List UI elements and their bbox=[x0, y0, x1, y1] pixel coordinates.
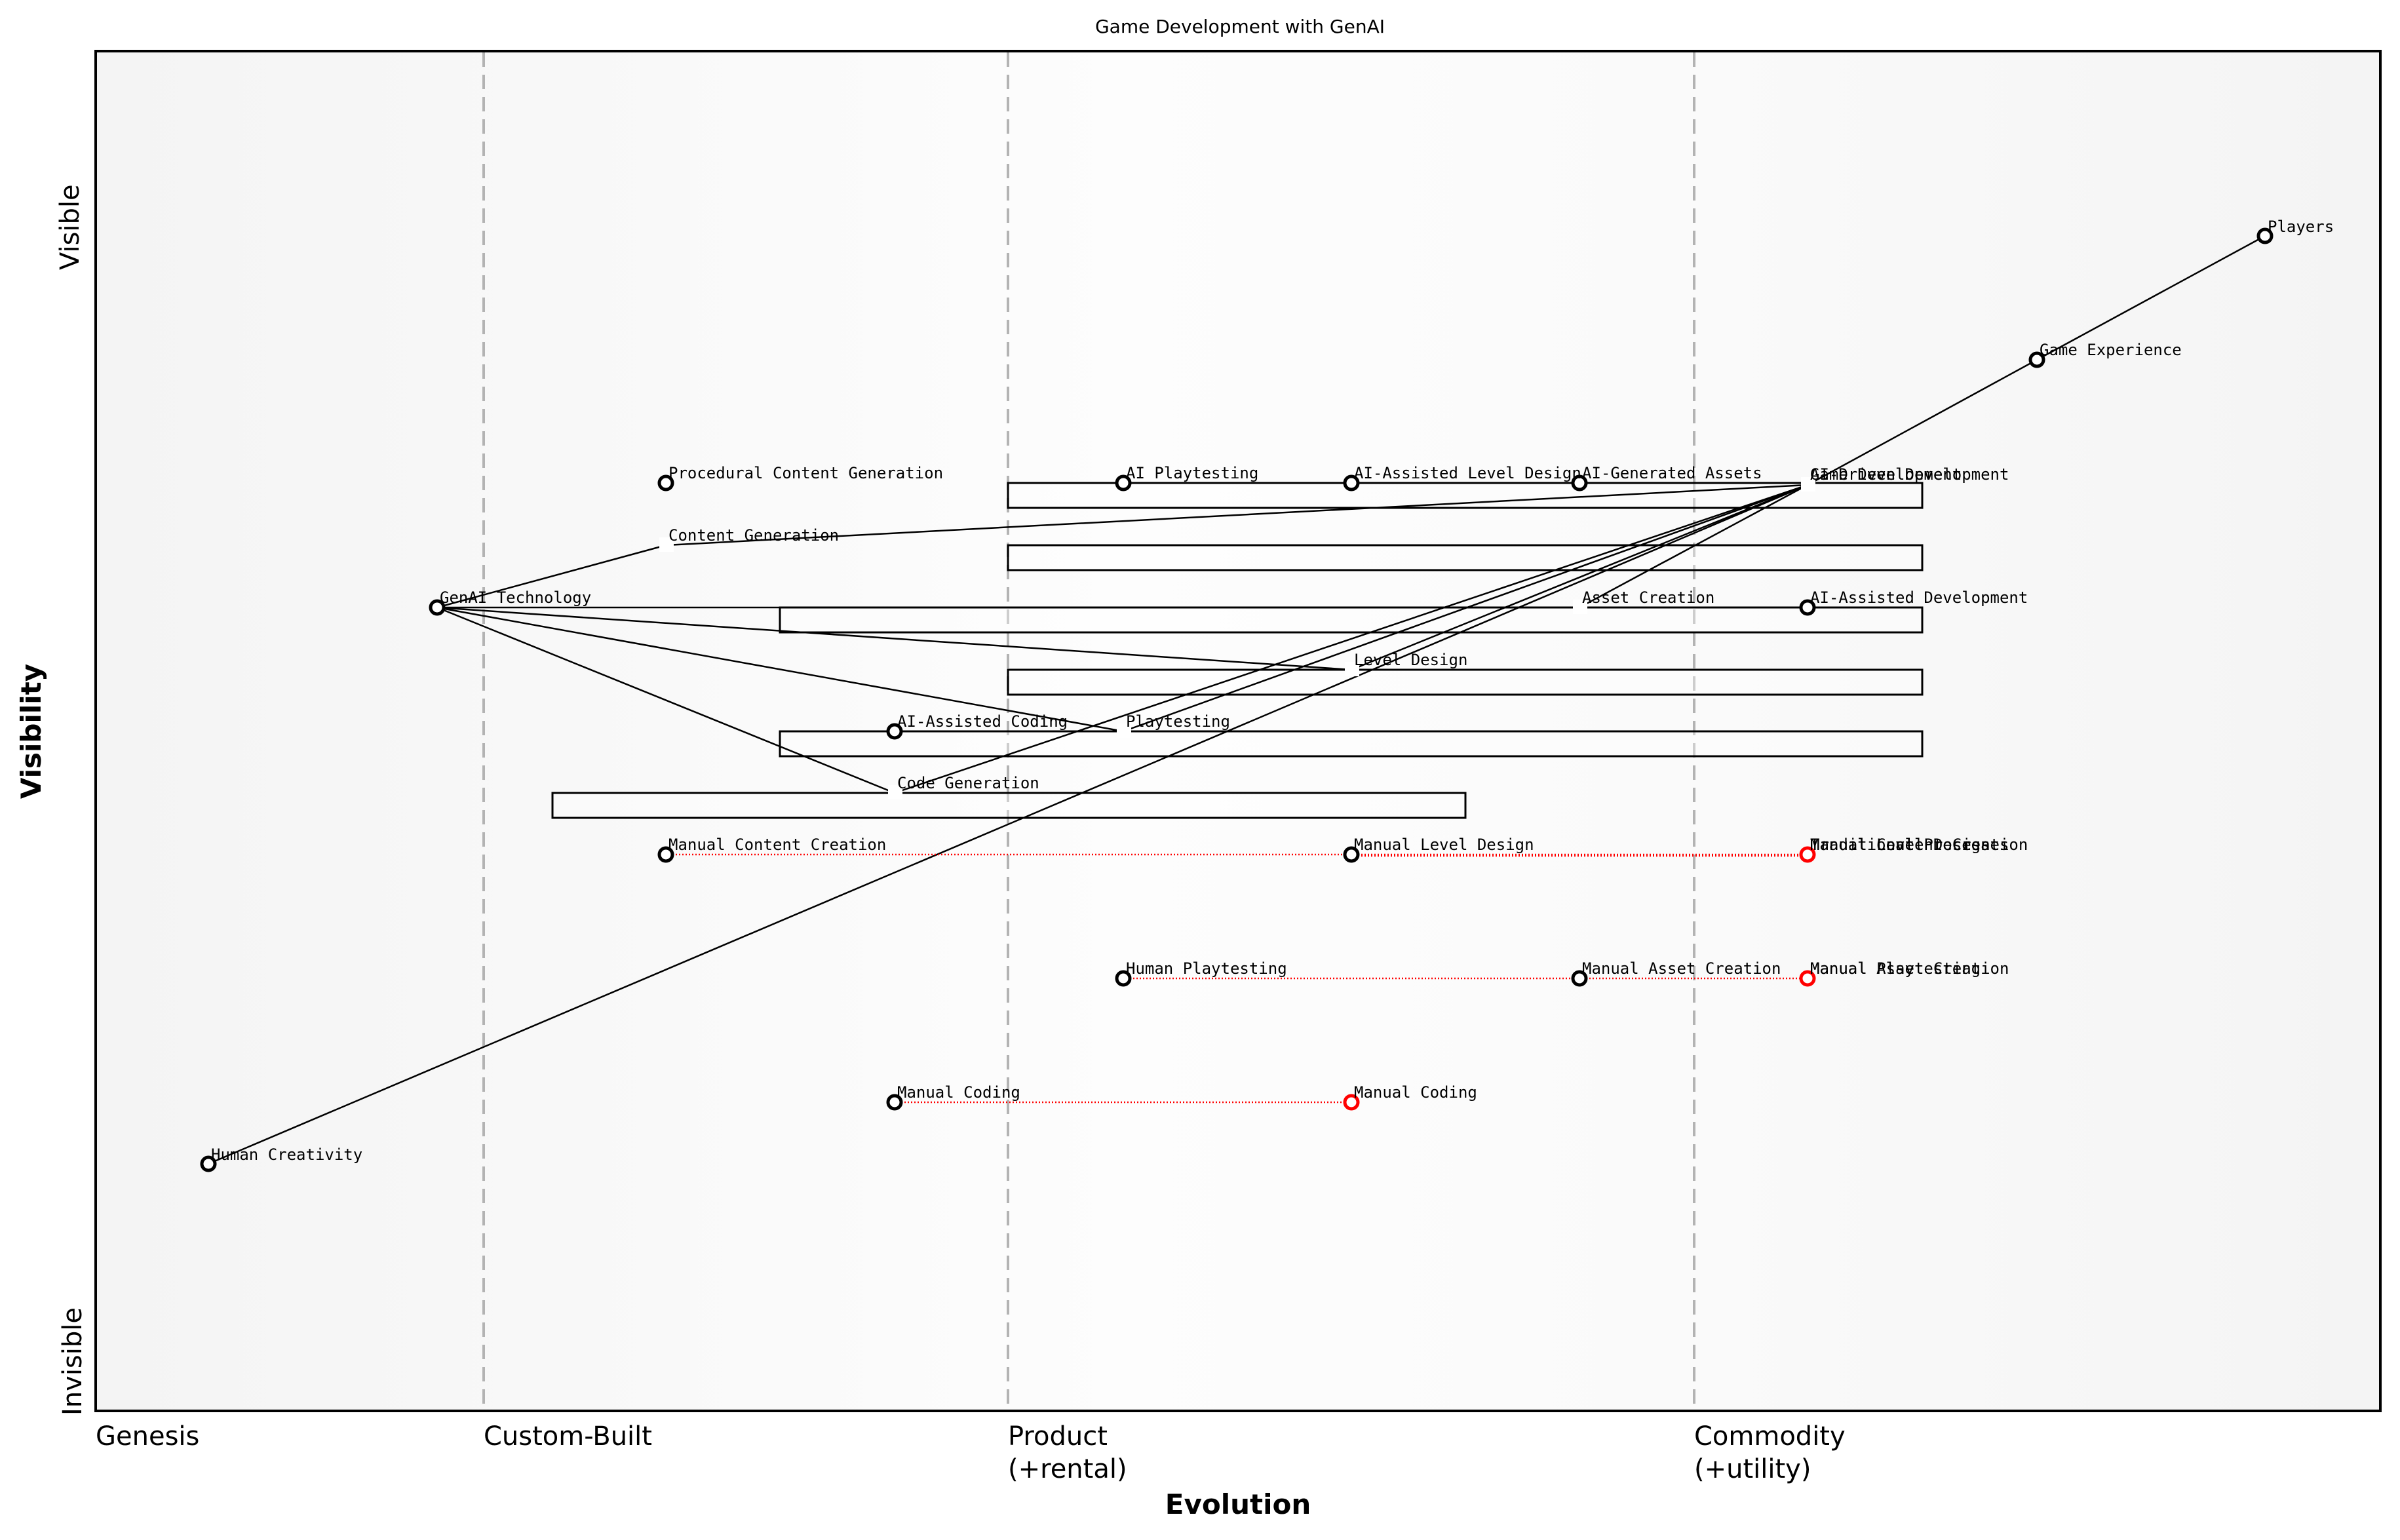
pipeline-playtesting bbox=[779, 730, 1924, 758]
node-procedural-content-generation[interactable] bbox=[657, 474, 674, 491]
label-procedural-content-generation: Procedural Content Generation bbox=[668, 464, 943, 482]
node-evolved-manual-coding[interactable] bbox=[1343, 1094, 1360, 1111]
label-manual-coding: Manual Coding bbox=[897, 1083, 1020, 1102]
node-evolved-manual-playtesting[interactable] bbox=[1799, 970, 1816, 987]
node-ai-assisted-level-design[interactable] bbox=[1343, 474, 1360, 491]
evolution-links bbox=[666, 853, 1808, 1104]
node-manual-level-design[interactable] bbox=[1343, 846, 1360, 863]
node-ai-playtesting[interactable] bbox=[1115, 474, 1132, 491]
anchor-game-development[interactable] bbox=[1801, 477, 1815, 491]
x-axis-title: Evolution bbox=[1165, 1488, 1311, 1520]
stage-product-sub: (+rental) bbox=[1008, 1454, 1127, 1484]
label-code-generation: Code Generation bbox=[897, 774, 1039, 792]
node-manual-asset-creation[interactable] bbox=[1571, 970, 1588, 987]
label-manual-content-creation: Manual Content Creation bbox=[668, 836, 886, 854]
label-ai-assisted-level-design: AI-Assisted Level Design bbox=[1354, 464, 1581, 482]
label-manual-level-design: Manual Level Design bbox=[1354, 836, 1534, 854]
label-ai-assisted-development: AI-Assisted Development bbox=[1810, 588, 2028, 607]
dependency-links bbox=[208, 235, 2266, 1165]
stage-custom-built: Custom-Built bbox=[484, 1421, 652, 1452]
node-human-creativity[interactable] bbox=[200, 1155, 217, 1172]
label-evolved-content-c: Manual Level Design bbox=[1810, 836, 1990, 854]
chart-title: Game Development with GenAI bbox=[1095, 16, 1385, 37]
label-playtesting: Playtesting bbox=[1126, 712, 1230, 731]
node-manual-content-creation[interactable] bbox=[657, 846, 674, 863]
node-game-experience[interactable] bbox=[2028, 351, 2045, 368]
node-genai-technology[interactable] bbox=[429, 599, 446, 616]
label-human-playtesting: Human Playtesting bbox=[1126, 959, 1287, 978]
pipeline-asset-creation bbox=[779, 606, 1924, 634]
anchor-playtesting[interactable] bbox=[1117, 723, 1131, 738]
node-ai-assisted-coding[interactable] bbox=[886, 723, 903, 740]
label-level-design: Level Design bbox=[1354, 651, 1467, 669]
y-axis-title: Visibility bbox=[15, 664, 47, 799]
label-asset-creation: Asset Creation bbox=[1582, 588, 1714, 607]
label-manual-coding-evolved: Manual Coding bbox=[1354, 1083, 1477, 1102]
label-ai-generated-assets: AI-Generated Assets bbox=[1582, 464, 1762, 482]
label-game-development: Game Development bbox=[1810, 465, 1962, 484]
label-genai-technology: GenAI Technology bbox=[440, 588, 591, 607]
label-game-experience: Game Experience bbox=[2040, 341, 2182, 359]
anchor-asset-creation[interactable] bbox=[1573, 600, 1587, 614]
label-evolved-play-a: Manual Playtesting bbox=[1810, 959, 1981, 978]
y-label-visible: Visible bbox=[55, 184, 85, 270]
label-ai-playtesting: AI Playtesting bbox=[1126, 464, 1258, 482]
stage-product: Product bbox=[1008, 1421, 1108, 1452]
node-labels: Players Game Experience Game Development… bbox=[211, 218, 2334, 1164]
anchor-code-generation[interactable] bbox=[888, 785, 902, 799]
node-manual-coding[interactable] bbox=[886, 1094, 903, 1111]
node-ai-generated-assets[interactable] bbox=[1571, 474, 1588, 491]
stage-commodity-sub: (+utility) bbox=[1694, 1454, 1811, 1484]
label-players: Players bbox=[2268, 218, 2334, 236]
label-ai-assisted-coding: AI-Assisted Coding bbox=[897, 712, 1068, 731]
pipeline-level-design bbox=[1007, 668, 1924, 696]
node-ai-assisted-development[interactable] bbox=[1799, 599, 1816, 616]
node-human-playtesting[interactable] bbox=[1115, 970, 1132, 987]
anchor-level-design[interactable] bbox=[1345, 662, 1359, 676]
stage-genesis: Genesis bbox=[96, 1421, 199, 1452]
label-human-creativity: Human Creativity bbox=[211, 1145, 362, 1164]
node-players[interactable] bbox=[2256, 227, 2274, 244]
stage-commodity: Commodity bbox=[1694, 1421, 1846, 1452]
label-evolved-play-b: Manual Asset Creation bbox=[1810, 959, 2009, 978]
pipeline-code-generation bbox=[551, 792, 1467, 819]
label-evolved-content-b: Traditional Processes bbox=[1810, 836, 2009, 854]
label-evolved-content-a: Manual Content Creation bbox=[1810, 836, 2028, 854]
node-evolved-traditional-processes[interactable] bbox=[1799, 846, 1816, 863]
anchor-content-generation[interactable] bbox=[659, 537, 674, 552]
y-label-invisible: Invisible bbox=[58, 1307, 88, 1415]
label-content-generation: Content Generation bbox=[668, 526, 839, 545]
label-manual-asset-creation: Manual Asset Creation bbox=[1582, 959, 1781, 978]
pipeline-content-generation bbox=[1007, 544, 1924, 571]
label-ai-driven-development: AI-Driven Development bbox=[1810, 465, 2009, 484]
